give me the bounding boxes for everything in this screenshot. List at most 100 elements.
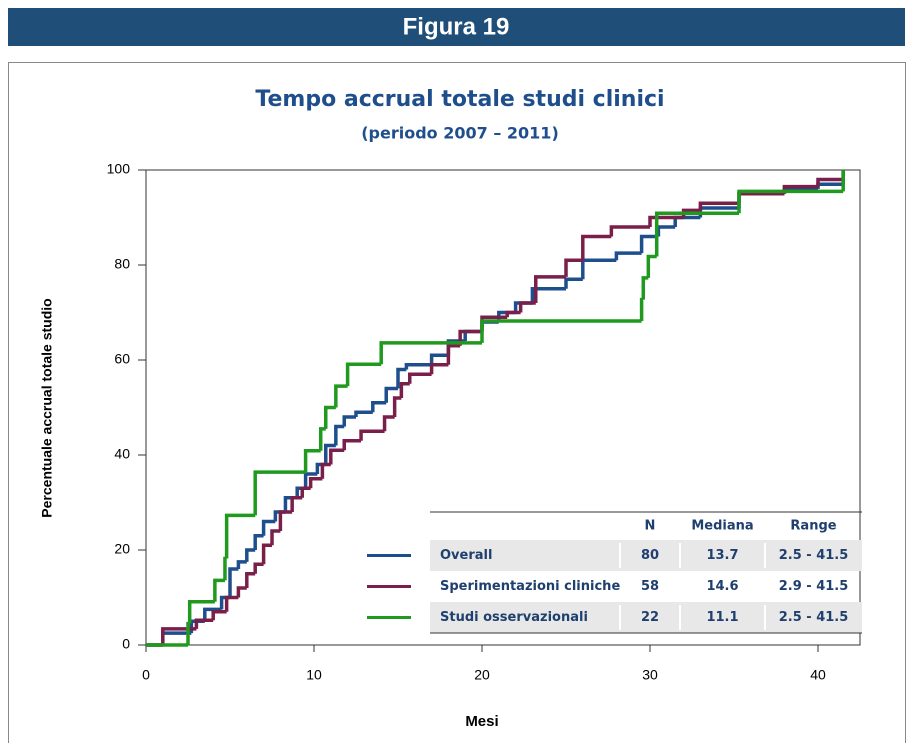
step-segment	[399, 382, 410, 398]
step-segment	[737, 192, 785, 208]
step-segment	[392, 396, 402, 417]
step-segment	[290, 496, 303, 512]
step-segment	[737, 192, 785, 204]
step-segment	[609, 225, 650, 237]
step-segment	[371, 401, 387, 413]
y-tick-label: 40	[114, 446, 130, 462]
table-header: N	[645, 519, 656, 534]
step-segment	[253, 562, 264, 574]
x-tick-label: 30	[642, 667, 658, 683]
plot-frame	[145, 169, 861, 646]
step-segment	[211, 610, 227, 621]
step-segment	[518, 301, 536, 313]
step-segment	[324, 405, 336, 429]
table-row-bg	[430, 602, 862, 633]
step-segment	[408, 372, 432, 384]
step-segment	[816, 177, 844, 187]
step-segment	[564, 277, 583, 289]
step-segment	[480, 319, 642, 343]
step-segment	[698, 201, 740, 211]
step-segment	[446, 344, 461, 365]
step-segment	[228, 567, 239, 598]
step-segment	[236, 560, 247, 569]
step-segment	[300, 486, 311, 498]
step-segment	[646, 254, 657, 278]
x-tick-label: 40	[810, 667, 826, 683]
step-segment	[342, 415, 356, 427]
table-cell: 22	[641, 610, 659, 625]
step-segment	[530, 287, 566, 303]
step-segment	[458, 329, 482, 346]
step-segment	[161, 627, 197, 645]
step-segment	[224, 513, 256, 559]
table-cell: 11.1	[706, 610, 738, 625]
step-segment	[236, 586, 247, 598]
step-segment	[278, 510, 293, 531]
step-segment	[534, 275, 566, 303]
table-cell: 80	[641, 548, 659, 563]
step-segment	[194, 618, 214, 629]
step-segment	[564, 258, 583, 277]
step-segment	[429, 353, 449, 365]
table-header: Range	[790, 519, 836, 534]
table-cell: 2.5 - 41.5	[779, 548, 849, 563]
table-cell: 2.9 - 41.5	[779, 579, 849, 594]
table-cell: 58	[641, 579, 659, 594]
step-segment	[656, 225, 676, 237]
step-segment	[320, 462, 331, 479]
step-segment	[261, 519, 276, 536]
y-tick-label: 80	[114, 256, 130, 272]
step-segment	[245, 572, 256, 588]
step-segment	[342, 439, 362, 451]
step-segment	[203, 607, 222, 622]
chart-subtitle: (periodo 2007 – 2011)	[361, 124, 559, 143]
step-segment	[614, 251, 642, 261]
step-segment	[224, 595, 239, 612]
step-segment	[213, 578, 225, 602]
step-segment	[404, 363, 432, 370]
step-segment	[345, 362, 382, 387]
step-segment	[308, 477, 323, 489]
table-cell: 2.5 - 41.5	[779, 610, 849, 625]
step-segment	[334, 384, 348, 408]
legend-label: Sperimentazioni cliniche	[440, 579, 620, 594]
x-tick-label: 10	[306, 667, 322, 683]
step-segment	[505, 310, 521, 318]
step-segment	[737, 189, 844, 214]
step-segment	[359, 429, 385, 441]
step-segment	[382, 415, 395, 432]
table-cell: 14.6	[706, 579, 738, 594]
step-segment	[379, 341, 482, 365]
panel-border	[8, 62, 906, 748]
step-segment	[253, 470, 306, 516]
step-segment	[396, 367, 407, 389]
step-segment	[681, 208, 701, 218]
y-tick-label: 60	[114, 351, 130, 367]
header-bar	[8, 8, 905, 46]
step-segment	[354, 410, 373, 417]
y-tick-label: 100	[107, 161, 131, 177]
chart-title: Tempo accrual totale studi clinici	[255, 87, 664, 112]
step-segment	[303, 472, 318, 489]
step-segment	[334, 424, 345, 446]
step-segment	[816, 182, 844, 189]
step-segment	[261, 543, 272, 565]
table-cell: 13.7	[706, 548, 738, 563]
step-segment	[654, 211, 740, 257]
y-axis-label: Percentuale accrual totale studio	[39, 298, 55, 517]
step-segment	[223, 556, 227, 581]
step-segment	[186, 621, 190, 645]
header-title: Figura 19	[403, 13, 510, 40]
step-segment	[384, 386, 398, 403]
step-segment	[253, 534, 264, 550]
y-tick-label: 0	[122, 636, 130, 652]
step-segment	[639, 297, 644, 322]
step-segment	[429, 363, 449, 375]
x-axis-label: Mesi	[465, 713, 498, 730]
step-segment	[303, 448, 321, 473]
step-segment	[648, 215, 684, 227]
step-segment	[639, 234, 659, 254]
table-header: Mediana	[691, 519, 753, 534]
y-tick-label: 20	[114, 541, 130, 557]
